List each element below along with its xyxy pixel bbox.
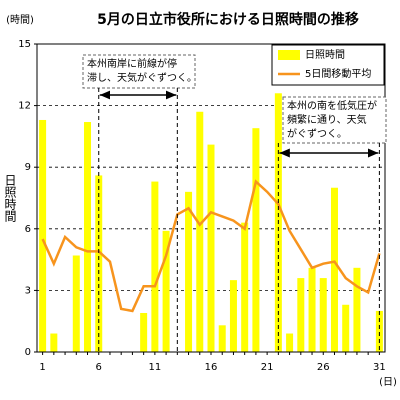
bar: [330, 187, 338, 352]
bar: [196, 111, 204, 352]
y-unit: (時間): [6, 14, 34, 26]
bar: [286, 333, 294, 352]
bar: [151, 181, 159, 352]
y-tick-label: 0: [25, 347, 31, 358]
y-tick-label: 6: [25, 224, 31, 235]
legend-label: 5日間移動平均: [305, 67, 371, 80]
annotation-text: 本州の南を低気圧が: [287, 99, 377, 112]
bar: [297, 278, 305, 352]
x-tick-label: 11: [149, 362, 162, 373]
bar: [140, 312, 148, 352]
annotation-text: 頻繁に通り、天気: [287, 113, 367, 126]
bar: [319, 278, 327, 352]
chart-title: 5月の日立市役所における日照時間の推移: [97, 11, 359, 28]
y-axis-label: 日照時間: [3, 174, 17, 222]
bar: [72, 255, 80, 352]
legend-label: 日照時間: [305, 49, 345, 61]
x-tick-label: 21: [261, 362, 274, 373]
bar: [252, 128, 260, 352]
x-tick-label: 1: [39, 362, 45, 373]
x-tick-label: 16: [205, 362, 218, 373]
bar: [84, 122, 92, 352]
bar: [241, 222, 249, 352]
y-tick-label: 9: [25, 162, 31, 173]
bar: [218, 325, 226, 352]
x-tick-label: 26: [317, 362, 330, 373]
bar: [207, 144, 215, 352]
annotation-box: [82, 54, 196, 89]
bar: [162, 230, 170, 352]
bar: [308, 267, 316, 352]
x-tick-label: 6: [96, 362, 102, 373]
bar: [185, 191, 193, 352]
annotation-text: がぐずつく。: [287, 127, 347, 140]
annotation-box: [282, 96, 387, 144]
bar: [353, 267, 361, 352]
bar: [39, 119, 47, 353]
annotation-text: 滞し、天気がぐずつく。: [87, 71, 197, 84]
x-unit: (日): [379, 377, 397, 388]
y-tick-label: 15: [18, 39, 31, 50]
bar: [342, 304, 350, 352]
bar: [50, 333, 58, 352]
y-tick-label: 3: [25, 285, 31, 296]
legend-swatch: [278, 50, 300, 60]
bar: [375, 310, 383, 352]
y-tick-label: 12: [18, 101, 31, 112]
annotation-text: 本州南岸に前線が停: [87, 57, 177, 70]
x-tick-label: 31: [373, 362, 386, 373]
bar: [229, 280, 237, 352]
